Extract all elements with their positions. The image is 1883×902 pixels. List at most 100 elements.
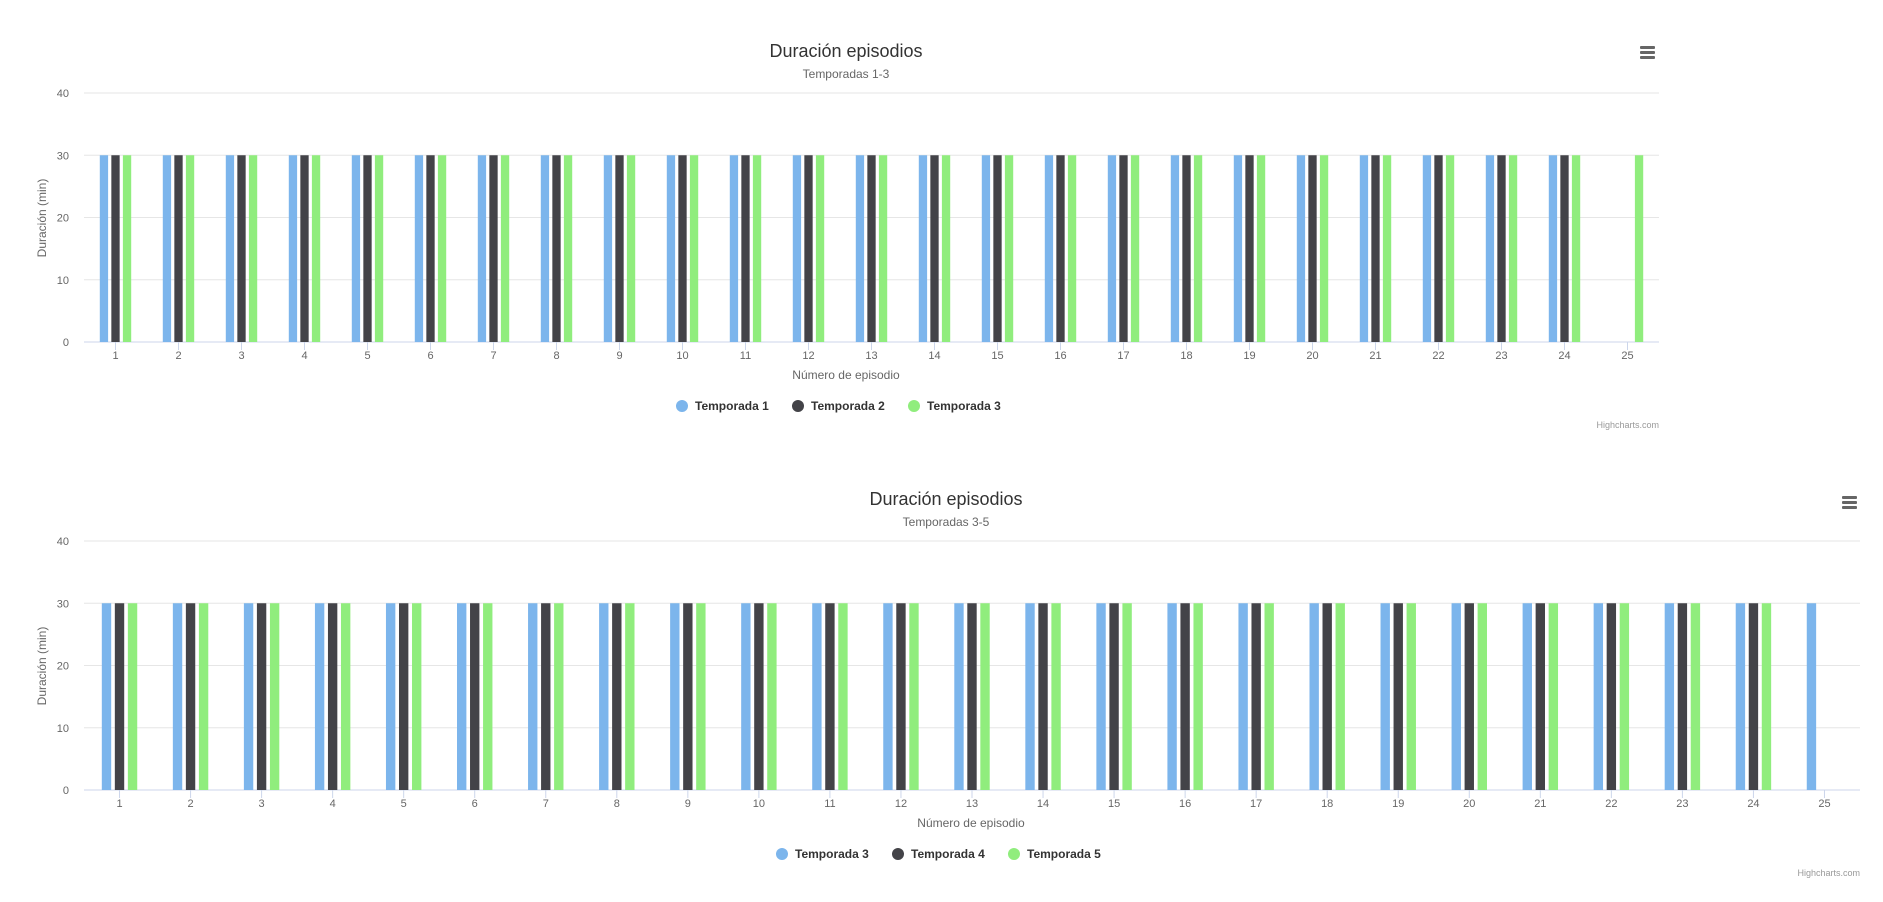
bar[interactable] xyxy=(101,603,112,790)
bar[interactable] xyxy=(111,155,120,342)
bar[interactable] xyxy=(1371,155,1380,342)
bar[interactable] xyxy=(1119,155,1128,342)
bar[interactable] xyxy=(114,603,125,790)
bar[interactable] xyxy=(981,155,991,342)
bar[interactable] xyxy=(1522,603,1532,790)
bar[interactable] xyxy=(412,603,422,790)
bar[interactable] xyxy=(477,155,487,342)
bar[interactable] xyxy=(993,155,1002,342)
hamburger-menu-icon[interactable] xyxy=(1640,46,1655,59)
bar[interactable] xyxy=(1004,155,1014,342)
bar[interactable] xyxy=(541,603,551,790)
bar[interactable] xyxy=(804,155,813,342)
bar[interactable] xyxy=(314,603,325,790)
bar[interactable] xyxy=(1251,603,1261,790)
bar[interactable] xyxy=(1056,155,1065,342)
bar[interactable] xyxy=(1044,155,1054,342)
legend-item[interactable]: Temporada 2 xyxy=(792,399,885,413)
bar[interactable] xyxy=(825,603,835,790)
bar[interactable] xyxy=(243,603,254,790)
bar[interactable] xyxy=(752,155,762,342)
bar[interactable] xyxy=(1167,603,1177,790)
bar[interactable] xyxy=(1382,155,1392,342)
bar[interactable] xyxy=(174,155,183,342)
bar[interactable] xyxy=(867,155,876,342)
bar[interactable] xyxy=(678,155,687,342)
bar[interactable] xyxy=(1634,155,1644,342)
bar[interactable] xyxy=(185,603,196,790)
bar[interactable] xyxy=(256,603,267,790)
bar[interactable] xyxy=(437,155,447,342)
bar[interactable] xyxy=(1593,603,1604,790)
bar[interactable] xyxy=(554,603,564,790)
bar[interactable] xyxy=(1393,603,1403,790)
bar[interactable] xyxy=(1464,603,1474,790)
bar[interactable] xyxy=(1107,155,1117,342)
bar[interactable] xyxy=(1182,155,1191,342)
bar[interactable] xyxy=(1051,603,1061,790)
bar[interactable] xyxy=(1380,603,1390,790)
bar[interactable] xyxy=(1233,155,1243,342)
bar[interactable] xyxy=(878,155,888,342)
bar[interactable] xyxy=(599,603,609,790)
bar[interactable] xyxy=(615,155,624,342)
bar[interactable] xyxy=(540,155,550,342)
bar[interactable] xyxy=(670,603,680,790)
bar[interactable] xyxy=(1309,603,1319,790)
bar[interactable] xyxy=(683,603,693,790)
bar[interactable] xyxy=(1296,155,1306,342)
bar[interactable] xyxy=(1619,603,1630,790)
bar[interactable] xyxy=(612,603,622,790)
bar[interactable] xyxy=(754,603,764,790)
bar[interactable] xyxy=(954,603,964,790)
bar[interactable] xyxy=(563,155,573,342)
bar[interactable] xyxy=(351,155,361,342)
credits-link[interactable]: Highcharts.com xyxy=(1797,868,1860,878)
bar[interactable] xyxy=(385,603,396,790)
bar[interactable] xyxy=(1193,603,1203,790)
bar[interactable] xyxy=(1130,155,1140,342)
bar[interactable] xyxy=(237,155,246,342)
bar[interactable] xyxy=(162,155,172,342)
bar[interactable] xyxy=(812,603,822,790)
legend-item[interactable]: Temporada 3 xyxy=(776,847,869,861)
bar[interactable] xyxy=(1548,603,1559,790)
bar[interactable] xyxy=(1690,603,1701,790)
bar[interactable] xyxy=(729,155,739,342)
bar[interactable] xyxy=(552,155,561,342)
bar[interactable] xyxy=(1322,603,1332,790)
bar[interactable] xyxy=(930,155,939,342)
bar[interactable] xyxy=(741,603,751,790)
bar[interactable] xyxy=(792,155,802,342)
bar[interactable] xyxy=(185,155,195,342)
bar[interactable] xyxy=(457,603,467,790)
bar[interactable] xyxy=(1109,603,1119,790)
bar[interactable] xyxy=(363,155,372,342)
bar[interactable] xyxy=(741,155,750,342)
bar[interactable] xyxy=(1256,155,1266,342)
bar[interactable] xyxy=(470,603,480,790)
bar[interactable] xyxy=(967,603,977,790)
bar[interactable] xyxy=(855,155,865,342)
bar[interactable] xyxy=(1548,155,1558,342)
legend-item[interactable]: Temporada 3 xyxy=(908,399,1001,413)
bar[interactable] xyxy=(815,155,825,342)
bar[interactable] xyxy=(1434,155,1443,342)
bar[interactable] xyxy=(500,155,510,342)
bar[interactable] xyxy=(1359,155,1369,342)
bar[interactable] xyxy=(666,155,676,342)
hamburger-menu-icon[interactable] xyxy=(1842,496,1857,509)
bar[interactable] xyxy=(1508,155,1518,342)
bar[interactable] xyxy=(311,155,321,342)
bar[interactable] xyxy=(1761,603,1772,790)
legend-item[interactable]: Temporada 5 xyxy=(1008,847,1101,861)
bar[interactable] xyxy=(896,603,906,790)
bar[interactable] xyxy=(1238,603,1248,790)
bar[interactable] xyxy=(1245,155,1254,342)
bar[interactable] xyxy=(1319,155,1329,342)
bar[interactable] xyxy=(398,603,409,790)
bar[interactable] xyxy=(767,603,777,790)
bar[interactable] xyxy=(941,155,951,342)
bar[interactable] xyxy=(1748,603,1759,790)
bar[interactable] xyxy=(1664,603,1675,790)
